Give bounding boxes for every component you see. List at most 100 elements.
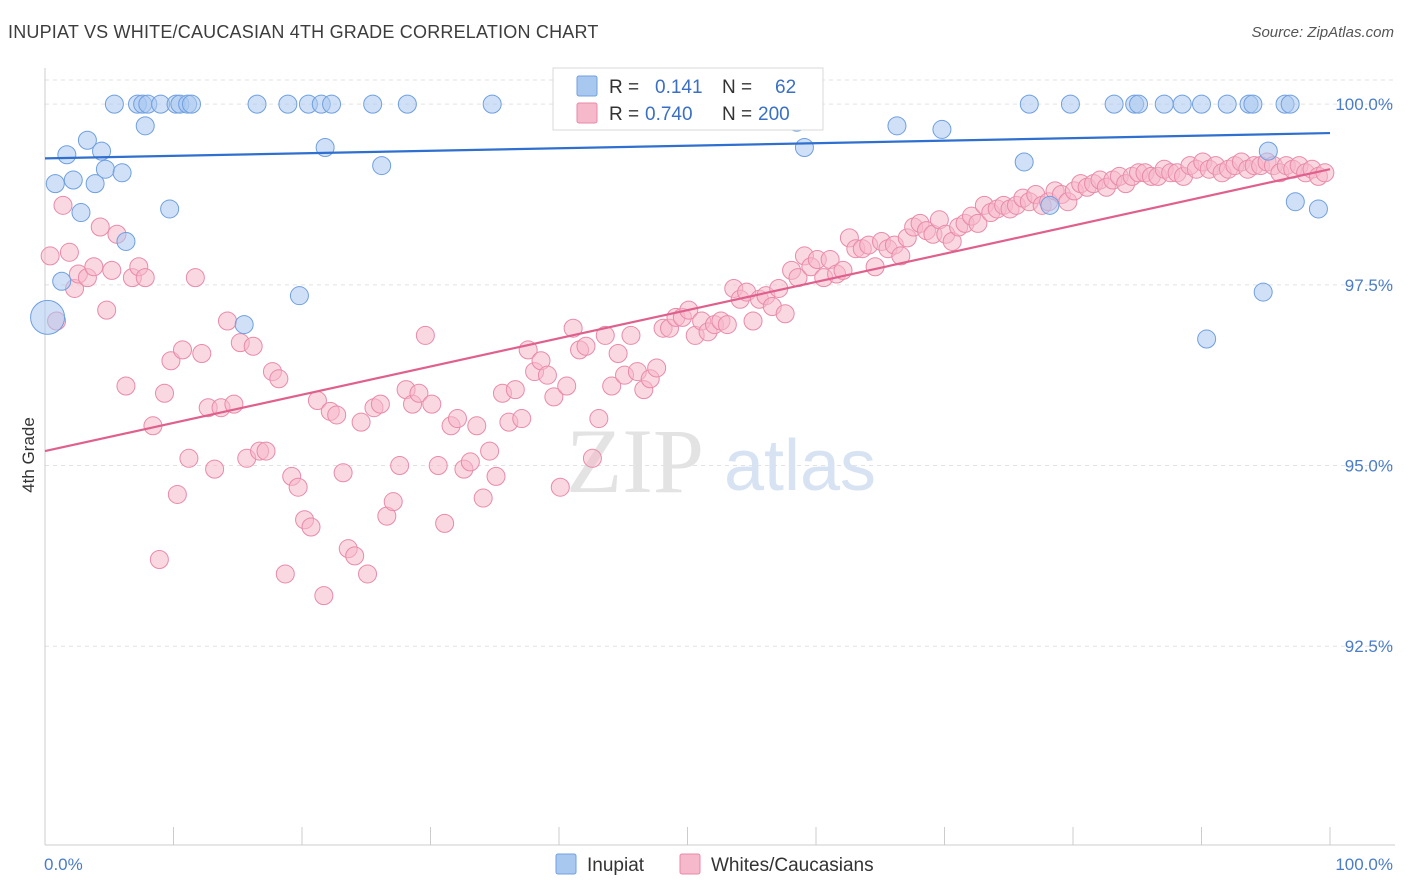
- point-inupiat-46: [1104, 94, 1124, 114]
- point-whites-74: [512, 409, 532, 429]
- point-inupiat-39: [794, 138, 814, 158]
- point-whites-67: [467, 416, 487, 436]
- point-inupiat-23: [234, 315, 254, 335]
- point-whites-60: [422, 394, 442, 414]
- point-whites-86: [589, 409, 609, 429]
- point-inupiat-4: [63, 170, 83, 190]
- legend-r-value-whites: 0.740: [645, 104, 693, 125]
- point-inupiat-9: [95, 159, 115, 179]
- point-whites-91: [621, 325, 641, 345]
- point-whites-10: [102, 260, 122, 280]
- y-tick-label-3: 100.0%: [1335, 95, 1393, 114]
- point-inupiat-43: [1019, 94, 1039, 114]
- point-whites-59: [415, 325, 435, 345]
- point-inupiat-5: [71, 203, 91, 223]
- point-inupiat-24: [247, 94, 267, 114]
- point-whites-32: [243, 336, 263, 356]
- source-credit: Source: ZipAtlas.com: [1251, 24, 1394, 41]
- point-whites-64: [447, 409, 467, 429]
- point-whites-26: [205, 459, 225, 479]
- point-whites-15: [135, 268, 155, 288]
- series-legend: Inupiat Whites/Caucasians: [555, 853, 874, 876]
- point-whites-82: [563, 318, 583, 338]
- point-inupiat-11: [112, 163, 132, 183]
- point-inupiat-2: [52, 271, 72, 291]
- point-inupiat-34: [482, 94, 502, 114]
- point-whites-69: [480, 441, 500, 461]
- point-inupiat-25: [278, 94, 298, 114]
- point-whites-49: [351, 412, 371, 432]
- point-whites-145: [968, 213, 988, 233]
- point-whites-50: [358, 564, 378, 584]
- point-whites-133: [891, 246, 911, 266]
- point-inupiat-60: [1285, 192, 1305, 212]
- trendline-inupiat: [44, 131, 1331, 160]
- x-tick-label-max: 100.0%: [1335, 855, 1393, 874]
- point-whites-95: [647, 358, 667, 378]
- x-tick-label-min: 0.0%: [44, 855, 83, 874]
- point-whites-89: [608, 344, 628, 364]
- point-whites-61: [428, 456, 448, 476]
- tick-labels: 92.5% 95.0% 97.5% 100.0% 0.0% 100.0%: [44, 95, 1393, 874]
- point-whites-87: [595, 325, 615, 345]
- point-whites-78: [537, 365, 557, 385]
- point-inupiat-41: [932, 119, 952, 139]
- point-whites-70: [486, 466, 506, 486]
- point-inupiat-31: [363, 94, 383, 114]
- point-inupiat-22: [181, 94, 201, 114]
- point-whites-81: [557, 376, 577, 396]
- trendline-whites: [44, 168, 1331, 453]
- legend-n-value-inupiat: 62: [775, 77, 796, 98]
- point-whites-68: [473, 488, 493, 508]
- point-whites-62: [435, 513, 455, 533]
- chart-title: INUPIAT VS WHITE/CAUCASIAN 4TH GRADE COR…: [8, 22, 599, 42]
- point-whites-9: [97, 300, 117, 320]
- point-inupiat-53: [1217, 94, 1237, 114]
- legend-r-label-whites: R =: [609, 104, 639, 125]
- legend-swatch-whites: [576, 102, 598, 124]
- y-axis-label: 4th Grade: [19, 417, 38, 493]
- trendlines: [44, 131, 1331, 453]
- axes: [44, 68, 1395, 846]
- point-inupiat-45: [1060, 94, 1080, 114]
- point-whites-7: [84, 257, 104, 277]
- stats-legend: R = 0.141 N = 62 R = 0.740 N = 200: [552, 67, 824, 131]
- point-inupiat-61: [1308, 199, 1328, 219]
- point-whites-28: [217, 311, 237, 331]
- point-whites-48: [345, 546, 365, 566]
- y-tick-label-0: 92.5%: [1345, 637, 1393, 656]
- point-inupiat-1: [45, 174, 65, 194]
- legend-box: [552, 67, 824, 131]
- point-whites-45: [327, 405, 347, 425]
- series-whites-caucasians: [40, 152, 1335, 606]
- series-legend-label-whites: Whites/Caucasians: [711, 855, 874, 876]
- point-whites-3: [59, 242, 79, 262]
- point-whites-73: [505, 380, 525, 400]
- point-whites-58: [409, 383, 429, 403]
- watermark: ZIP atlas: [566, 410, 876, 512]
- point-inupiat-10: [104, 94, 124, 114]
- point-whites-88: [602, 376, 622, 396]
- point-inupiat-44: [1040, 195, 1060, 215]
- point-inupiat-26: [289, 286, 309, 306]
- point-inupiat-32: [372, 156, 392, 176]
- point-inupiat-6: [77, 130, 97, 150]
- point-whites-84: [576, 336, 596, 356]
- point-inupiat-0: [30, 299, 66, 335]
- legend-n-value-whites: 200: [758, 104, 790, 125]
- point-inupiat-18: [160, 199, 180, 219]
- point-whites-18: [155, 383, 175, 403]
- series-legend-label-inupiat: Inupiat: [587, 855, 645, 876]
- legend-n-label-whites: N =: [722, 104, 752, 125]
- point-whites-22: [179, 448, 199, 468]
- point-inupiat-59: [1280, 94, 1300, 114]
- point-whites-85: [582, 448, 602, 468]
- point-whites-17: [149, 549, 169, 569]
- point-whites-34: [256, 441, 276, 461]
- point-inupiat-12: [116, 231, 136, 251]
- point-whites-52: [370, 394, 390, 414]
- series-legend-swatch-inupiat: [555, 853, 577, 875]
- legend-n-label-inupiat: N =: [722, 77, 752, 98]
- point-whites-110: [743, 311, 763, 331]
- point-inupiat-50: [1172, 94, 1192, 114]
